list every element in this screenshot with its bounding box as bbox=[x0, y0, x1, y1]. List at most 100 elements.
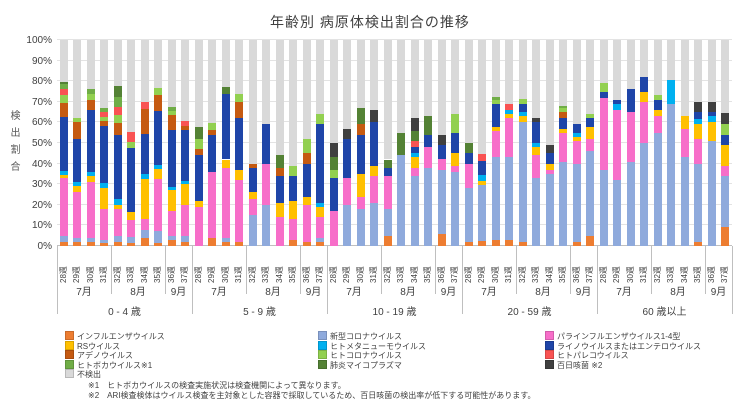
segment-covid19 bbox=[653, 132, 662, 246]
segment-parecho bbox=[100, 112, 108, 118]
stacked-bar-g0-32週 bbox=[113, 40, 122, 246]
segment-adeno bbox=[235, 101, 243, 119]
segment-not-detected bbox=[140, 40, 149, 102]
segment-not-detected bbox=[167, 40, 176, 107]
segment-hmpv bbox=[410, 153, 419, 158]
segment-not-detected bbox=[694, 40, 702, 102]
segment-not-detected bbox=[181, 40, 189, 122]
segment-hmpv bbox=[572, 132, 581, 137]
segment-hmpv bbox=[667, 80, 675, 104]
month-label-9月: 9月 bbox=[575, 287, 592, 298]
y-tick-30%: 30% bbox=[31, 179, 52, 191]
segment-parainfluenza bbox=[559, 132, 567, 162]
segment-not-detected bbox=[559, 40, 567, 106]
legend-swatch-pertussis bbox=[545, 359, 554, 369]
week-label-35週: 35週 bbox=[558, 266, 568, 283]
week-label-30週: 30週 bbox=[220, 266, 230, 283]
segment-rhino-entero bbox=[626, 89, 635, 113]
week-label-31週: 31週 bbox=[99, 266, 109, 283]
segment-rhino-entero bbox=[329, 178, 338, 211]
segment-parainfluenza bbox=[721, 165, 729, 176]
stacked-bar-g3-37週 bbox=[586, 40, 594, 246]
segment-adeno bbox=[113, 123, 122, 135]
segment-adeno bbox=[248, 163, 257, 168]
stacked-bar-g1-28週 bbox=[194, 40, 203, 246]
segment-not-detected bbox=[626, 40, 635, 90]
segment-influenza bbox=[694, 241, 702, 246]
segment-rsv bbox=[694, 124, 702, 139]
segment-parecho bbox=[505, 103, 513, 111]
y-tick-90%: 90% bbox=[31, 55, 52, 67]
segment-parainfluenza bbox=[86, 182, 95, 238]
segment-pertussis bbox=[410, 118, 419, 131]
segment-covid19 bbox=[518, 122, 527, 242]
segment-covid19 bbox=[613, 180, 621, 246]
footnote-1: ※1 ヒトボカウイルスの検査実施状況は検査機関によって異なります。 bbox=[88, 381, 346, 390]
segment-covid19 bbox=[694, 163, 702, 242]
segment-rsv bbox=[235, 169, 243, 181]
legend-item-hcov: ヒトコロナウイルス bbox=[318, 350, 402, 360]
chart-title: 年齢別 病原体検出割合の推移 bbox=[270, 14, 470, 30]
segment-hmpv bbox=[181, 181, 189, 185]
week-label-34週: 34週 bbox=[544, 266, 554, 283]
segment-boca bbox=[59, 84, 68, 90]
segment-covid19 bbox=[221, 237, 230, 242]
segment-mycoplasma bbox=[221, 87, 230, 94]
segment-rsv bbox=[100, 188, 108, 209]
segment-rsv bbox=[410, 157, 419, 168]
group-separator bbox=[57, 246, 58, 314]
stacked-bar-g0-35週 bbox=[154, 40, 162, 246]
segment-not-detected bbox=[478, 40, 486, 155]
segment-mycoplasma bbox=[410, 130, 419, 141]
segment-rhino-entero bbox=[451, 132, 459, 154]
segment-pertussis bbox=[532, 118, 540, 123]
stacked-bar-g2-29週 bbox=[343, 40, 351, 246]
week-label-36週: 36週 bbox=[301, 266, 311, 283]
week-label-30週: 30週 bbox=[625, 266, 635, 283]
legend-swatch-adeno bbox=[65, 350, 74, 360]
segment-adeno bbox=[302, 153, 311, 164]
segment-rhino-entero bbox=[248, 167, 257, 193]
segment-covid19 bbox=[680, 157, 689, 246]
stacked-bar-g3-28週 bbox=[464, 40, 473, 246]
segment-not-detected bbox=[451, 40, 459, 115]
segment-parainfluenza bbox=[127, 220, 135, 237]
segment-pertussis bbox=[694, 101, 702, 113]
segment-parainfluenza bbox=[680, 128, 689, 158]
stacked-bar-g1-34週 bbox=[275, 40, 284, 246]
segment-covid19 bbox=[586, 151, 594, 236]
segment-rsv bbox=[140, 179, 149, 220]
gridline-10 bbox=[57, 224, 732, 226]
week-label-33週: 33週 bbox=[666, 266, 676, 283]
segment-influenza bbox=[127, 242, 135, 246]
segment-rhino-entero bbox=[370, 122, 378, 166]
month-label-8月: 8月 bbox=[400, 287, 416, 298]
segment-parainfluenza bbox=[289, 219, 297, 240]
segment-not-detected bbox=[248, 40, 257, 164]
week-label-28週: 28週 bbox=[598, 266, 608, 283]
stacked-bar-g1-29週 bbox=[208, 40, 216, 246]
segment-not-detected bbox=[437, 40, 446, 135]
segment-rsv bbox=[505, 114, 513, 119]
segment-covid19 bbox=[572, 163, 581, 242]
segment-hmpv bbox=[167, 187, 176, 191]
stacked-bar-g2-37週 bbox=[451, 40, 459, 246]
stacked-bar-g4-31週 bbox=[640, 40, 648, 246]
gridline-60 bbox=[57, 121, 732, 123]
segment-influenza bbox=[316, 241, 324, 246]
segment-covid19 bbox=[397, 155, 405, 246]
week-label-28週: 28週 bbox=[328, 266, 338, 283]
week-label-32週: 32週 bbox=[382, 266, 392, 283]
week-label-37週: 37週 bbox=[720, 266, 730, 283]
segment-adeno bbox=[194, 149, 203, 156]
stacked-bar-g3-29週 bbox=[478, 40, 486, 246]
segment-influenza bbox=[73, 241, 81, 246]
segment-rsv bbox=[721, 145, 729, 166]
month-label-9月: 9月 bbox=[305, 287, 322, 298]
segment-not-detected bbox=[532, 40, 540, 119]
segment-rsv bbox=[181, 184, 189, 205]
segment-rhino-entero bbox=[694, 112, 702, 120]
segment-influenza bbox=[289, 239, 297, 246]
month-label-7月: 7月 bbox=[616, 287, 632, 298]
segment-rhino-entero bbox=[275, 175, 284, 203]
